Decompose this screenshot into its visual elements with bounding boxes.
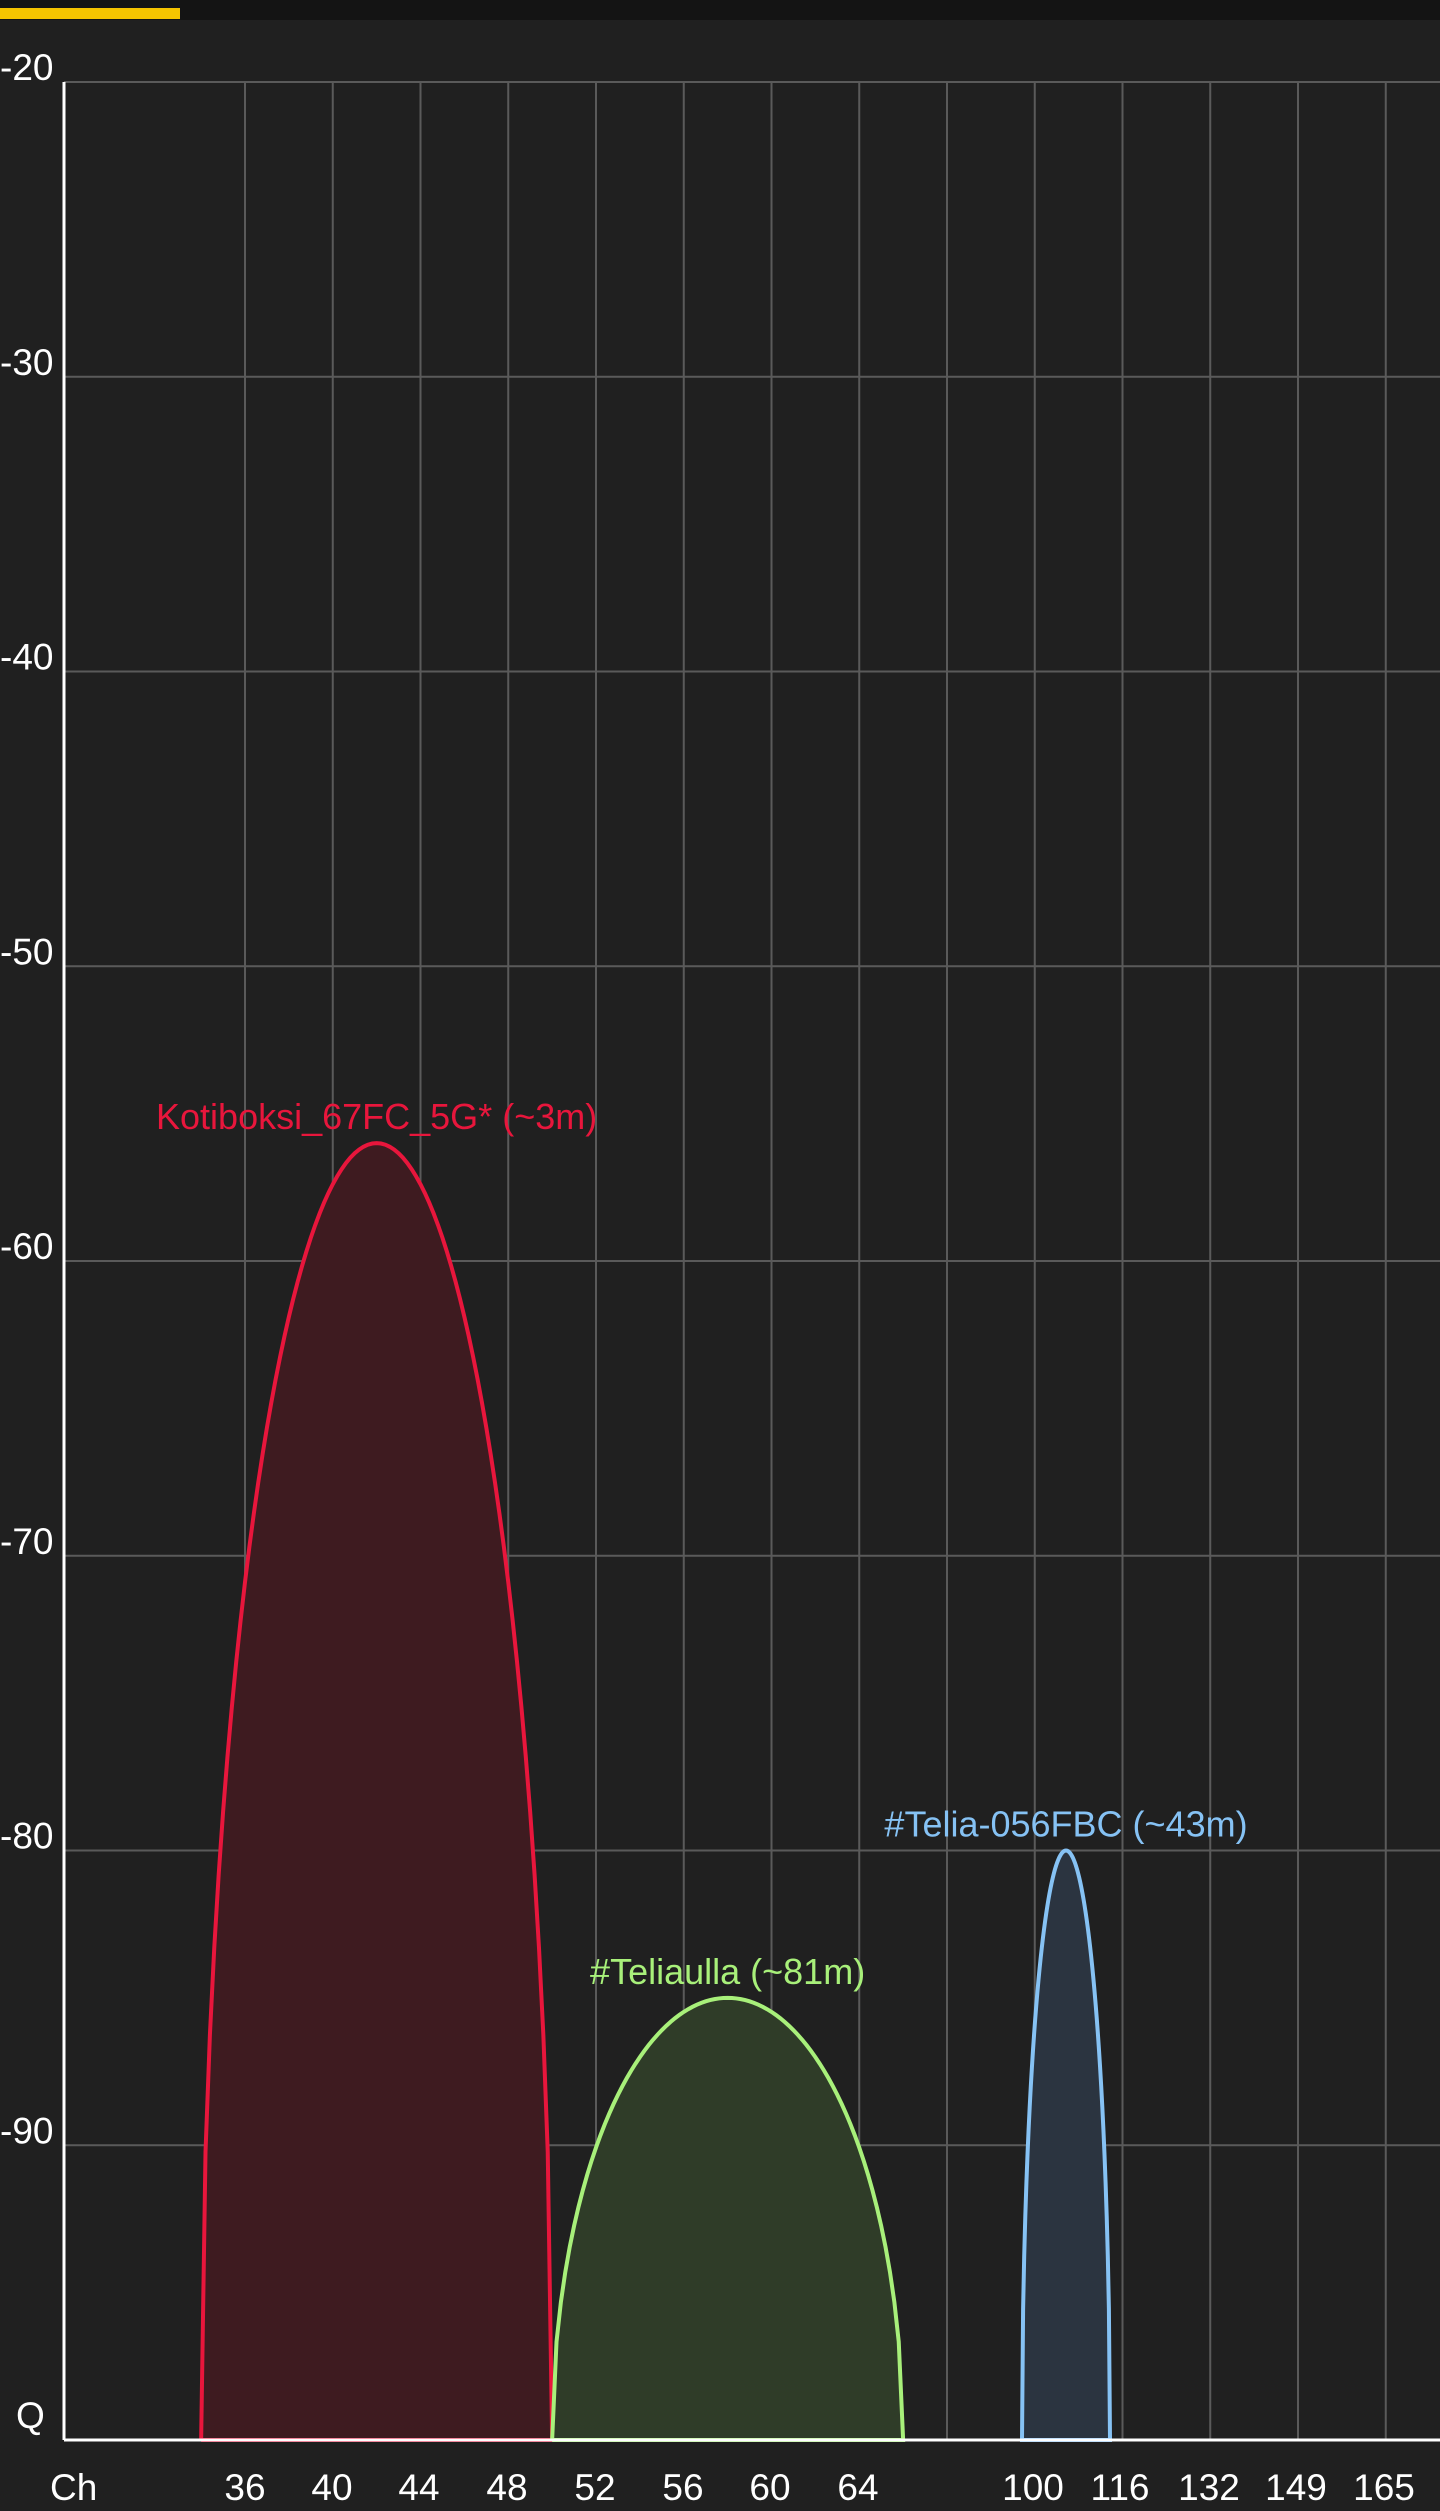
x-tick-label: 36 [224, 2467, 265, 2508]
scan-progress-bar [0, 8, 180, 19]
y-tick-label: -40 [0, 637, 53, 678]
y-tick-label: -90 [0, 2110, 53, 2151]
labels: -20 -30 -40 -50 -60 -70 -80 -90 Kotiboksi_67FC_5… [0, 47, 1415, 2508]
y-tick-label: -70 [0, 1521, 53, 1562]
y-tick-label: -50 [0, 931, 53, 972]
series-label-2: #Teliaulla (~81m) [590, 1951, 865, 1992]
y-axis-bottom-label: Q [16, 2395, 45, 2436]
x-tick-label: 40 [311, 2467, 352, 2508]
x-tick-label: 56 [662, 2467, 703, 2508]
y-tick-label: -30 [0, 342, 53, 383]
y-tick-label: -20 [0, 47, 53, 88]
x-tick-label: 165 [1353, 2467, 1415, 2508]
x-tick-label: 44 [398, 2467, 439, 2508]
axes [62, 82, 1440, 2442]
series-layer [199, 1141, 1113, 2442]
series-curve-2 [550, 1995, 906, 2442]
x-tick-label: 64 [837, 2467, 878, 2508]
x-tick-label: 100 [1002, 2467, 1064, 2508]
x-tick-label: 52 [574, 2467, 615, 2508]
x-tick-label: 132 [1178, 2467, 1240, 2508]
series-curve-3 [1019, 1848, 1113, 2442]
x-tick-label: 116 [1091, 2467, 1150, 2508]
x-tick-label: 60 [749, 2467, 790, 2508]
top-status-bar [0, 0, 1440, 20]
x-axis-label: Ch [50, 2467, 97, 2508]
x-tick-label: 149 [1265, 2467, 1327, 2508]
series-curve-1 [199, 1141, 555, 2442]
x-tick-label: 48 [486, 2467, 527, 2508]
y-tick-label: -80 [0, 1816, 53, 1857]
series-label-1: Kotiboksi_67FC_5G* (~3m) [156, 1096, 597, 1137]
series-label-3: #Telia-056FBC (~43m) [884, 1804, 1247, 1845]
y-tick-label: -60 [0, 1226, 53, 1267]
